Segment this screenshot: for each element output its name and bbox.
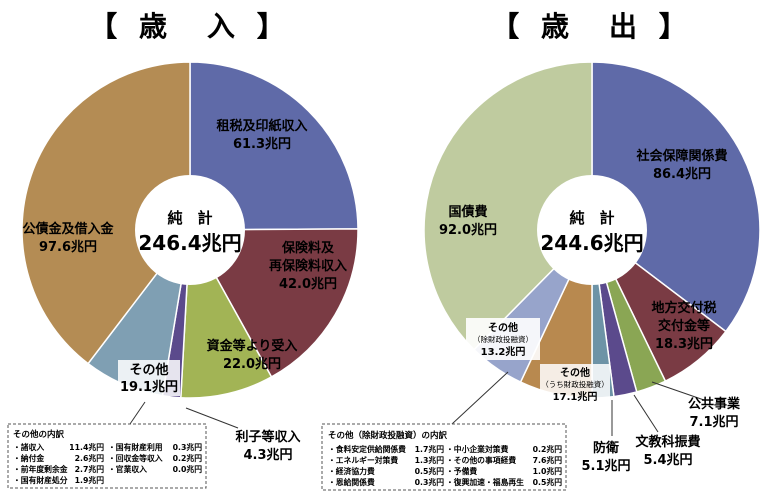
exp-breakdown-list: ・食料安定供給関係費 1.7兆円 ・中小企業対策費 0.2兆円 ・エネルギー対策… <box>328 444 562 487</box>
exp-bd-val-0: 1.7兆円 <box>415 444 445 454</box>
exp-label-debt: 国債費 <box>448 204 487 220</box>
exp-label-edu: 文教科振費 <box>635 434 700 450</box>
exp-bd-name-5: ・予備費 <box>446 466 477 476</box>
exp-value-edu: 5.4兆円 <box>643 452 692 468</box>
expenditure-total-label: 純 計 <box>569 209 614 227</box>
rev-bd-val-2: 2.6兆円 <box>75 453 105 463</box>
rev-label-bonds: 公債金及借入金 <box>22 221 114 237</box>
exp-value-public: 7.1兆円 <box>689 414 738 430</box>
exp-bd-val-1: 0.2兆円 <box>533 444 563 454</box>
revenue-center-hole <box>135 175 245 285</box>
exp-breakdown-box <box>321 423 567 491</box>
rev-label-insurance-1: 保険料及 <box>281 240 335 256</box>
revenue-title: 【 歳 入 】 <box>89 10 291 43</box>
rev-bd-name-5: ・官業収入 <box>108 464 147 474</box>
rev-bd-val-3: 0.2兆円 <box>173 453 203 463</box>
rev-bd-val-6: 1.9兆円 <box>75 475 105 485</box>
revenue-slice-1 <box>188 228 359 378</box>
rev-bd-val-1: 0.3兆円 <box>173 442 203 452</box>
exp-bd-name-2: ・エネルギー対策費 <box>328 455 398 465</box>
rev-interest-leader <box>185 407 239 429</box>
exp-bd-val-6: 0.3兆円 <box>415 477 445 487</box>
exp-breakdown-leader <box>451 371 509 425</box>
exp-bd-name-3: ・その他の事項経費 <box>446 455 516 465</box>
exp-label-fiscal-2: （うち財政投融資） <box>541 379 609 389</box>
rev-label-funds: 資金等より受入 <box>207 338 298 354</box>
rev-other-label-box <box>118 360 180 396</box>
exp-label-social: 社会保障関係費 <box>635 148 727 164</box>
rev-label-insurance-2: 再保険料収入 <box>269 258 347 274</box>
expenditure-title: 【 歳 出 】 <box>491 10 693 43</box>
rev-value-funds: 22.0兆円 <box>223 356 281 372</box>
rev-bd-val-0: 11.4兆円 <box>69 442 104 452</box>
exp-value-other: 13.2兆円 <box>481 345 526 358</box>
rev-value-insurance: 42.0兆円 <box>279 276 337 292</box>
exp-bd-val-4: 0.5兆円 <box>415 466 445 476</box>
exp-edu-leader <box>633 394 659 433</box>
exp-bd-name-1: ・中小企業対策費 <box>446 444 509 454</box>
rev-bd-name-6: ・国有財産処分 <box>13 475 68 485</box>
rev-bd-name-4: ・前年度剰余金 <box>13 464 68 474</box>
rev-breakdown-title: その他の内訳 <box>13 429 65 440</box>
expenditure-slice-7 <box>423 61 593 351</box>
rev-bd-val-4: 2.7兆円 <box>75 464 105 474</box>
revenue-slice-5 <box>21 61 191 365</box>
rev-breakdown-list: ・諸収入 11.4兆円 ・国有財産利用 0.3兆円 ・納付金 2.6兆円 ・回収… <box>13 442 202 485</box>
exp-bd-name-0: ・食料安定供給関係費 <box>328 444 406 454</box>
rev-bd-name-3: ・回収金等収入 <box>108 453 163 463</box>
rev-label-other: その他 <box>129 362 168 378</box>
exp-value-debt: 92.0兆円 <box>439 222 497 238</box>
exp-public-leader <box>651 381 705 401</box>
exp-bd-name-7: ・復興加速・福島再生 <box>446 477 524 487</box>
rev-bd-name-0: ・諸収入 <box>13 442 44 452</box>
exp-bd-name-6: ・恩給関係費 <box>328 477 375 487</box>
exp-label-fiscal-1: その他 <box>560 366 590 379</box>
revenue-total-label: 純 計 <box>167 209 212 227</box>
exp-bd-val-5: 1.0兆円 <box>533 466 563 476</box>
rev-value-interest: 4.3兆円 <box>243 447 292 463</box>
exp-bd-val-3: 7.6兆円 <box>533 455 563 465</box>
exp-label-local-2: 交付金等 <box>658 318 710 334</box>
rev-bd-name-2: ・納付金 <box>13 453 44 463</box>
expenditure-total-value: 244.6兆円 <box>540 231 643 255</box>
rev-value-bonds: 97.6兆円 <box>39 239 97 255</box>
revenue-total-value: 246.4兆円 <box>138 231 241 255</box>
rev-bd-name-1: ・国有財産利用 <box>108 442 163 452</box>
exp-value-social: 86.4兆円 <box>653 166 711 182</box>
exp-bd-name-4: ・経済協力費 <box>328 466 375 476</box>
revenue-slice-0 <box>189 61 359 231</box>
exp-fiscal-label-box <box>540 364 610 404</box>
exp-bd-val-7: 0.5兆円 <box>533 477 563 487</box>
rev-value-tax: 61.3兆円 <box>233 136 291 152</box>
rev-value-other: 19.1兆円 <box>120 379 178 395</box>
rev-label-interest: 利子等収入 <box>235 429 300 445</box>
rev-breakdown-leader <box>129 401 146 425</box>
rev-label-tax: 租税及印紙収入 <box>216 118 307 134</box>
expenditure-slice-0 <box>591 61 761 333</box>
exp-other-label-box <box>466 318 540 360</box>
rev-breakdown-box <box>7 423 207 489</box>
exp-bd-val-2: 1.3兆円 <box>415 455 445 465</box>
exp-label-other-1: その他 <box>488 321 518 334</box>
exp-label-defense: 防衛 <box>593 440 619 456</box>
exp-value-defense: 5.1兆円 <box>581 458 630 474</box>
exp-value-local: 18.3兆円 <box>655 336 713 352</box>
rev-bd-val-5: 0.0兆円 <box>173 464 203 474</box>
exp-value-fiscal: 17.1兆円 <box>553 390 598 403</box>
expenditure-center-hole <box>537 175 647 285</box>
exp-breakdown-title: その他（除財政投融資）の内訳 <box>328 430 448 441</box>
exp-label-public: 公共事業 <box>688 396 741 412</box>
exp-label-other-2: （除財政投融資） <box>473 334 533 344</box>
exp-label-local-1: 地方交付税 <box>651 300 716 316</box>
